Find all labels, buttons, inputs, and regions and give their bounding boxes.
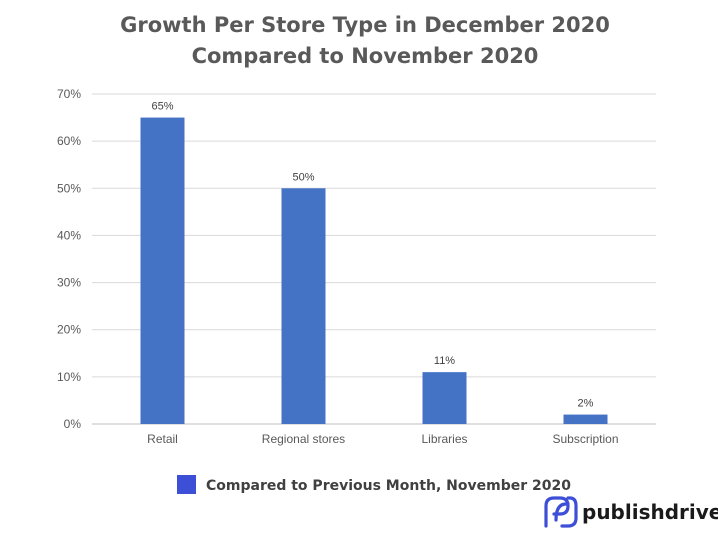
data-labels: 65% 50% 11% 2% xyxy=(151,101,593,410)
chart-subtitle: Compared to November 2020 xyxy=(192,44,539,68)
x-axis-categories: Retail Regional stores Libraries Subscripti… xyxy=(147,432,618,446)
data-label: 2% xyxy=(578,398,594,410)
bar xyxy=(422,372,467,424)
bar xyxy=(281,188,326,424)
bar xyxy=(140,117,185,425)
data-label: 11% xyxy=(434,355,455,367)
data-label: 50% xyxy=(292,171,314,183)
y-tick-label: 30% xyxy=(57,276,81,290)
gridlines xyxy=(92,93,656,425)
x-category-label: Libraries xyxy=(421,432,467,446)
y-tick-label: 60% xyxy=(57,134,81,148)
legend-label: Compared to Previous Month, November 202… xyxy=(206,478,571,494)
bar xyxy=(563,414,608,424)
bars xyxy=(140,117,608,425)
y-axis-ticks: 0% 10% 20% 30% 40% 50% 60% 70% xyxy=(57,87,81,431)
chart-title: Growth Per Store Type in December 2020 xyxy=(120,13,610,37)
y-tick-label: 70% xyxy=(57,87,81,101)
x-category-label: Retail xyxy=(147,432,178,446)
brand-name: publishdrive xyxy=(582,500,718,524)
brand-logo: publishdrive xyxy=(544,496,718,528)
y-tick-label: 50% xyxy=(57,181,81,195)
data-label: 65% xyxy=(151,101,173,113)
y-tick-label: 20% xyxy=(57,323,81,337)
y-tick-label: 40% xyxy=(57,228,81,242)
legend-swatch xyxy=(177,475,196,494)
x-category-label: Subscription xyxy=(552,432,618,446)
legend: Compared to Previous Month, November 202… xyxy=(177,475,571,494)
y-tick-label: 0% xyxy=(64,417,82,431)
publishdrive-logo-icon xyxy=(544,496,578,528)
y-tick-label: 10% xyxy=(57,370,81,384)
x-category-label: Regional stores xyxy=(262,432,345,446)
